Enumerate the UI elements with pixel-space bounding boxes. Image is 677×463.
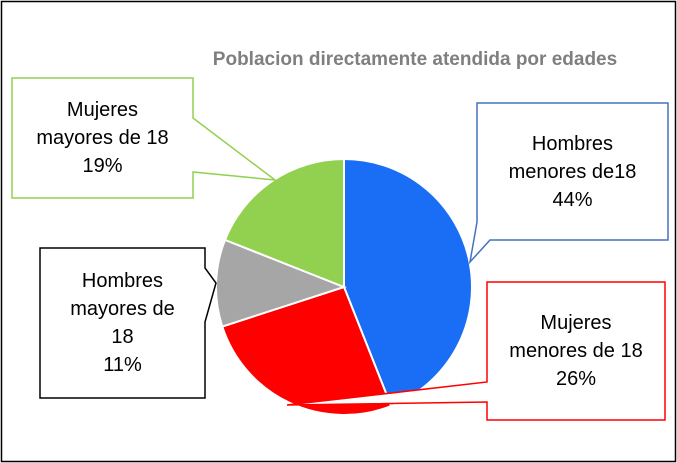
- data-label: Hombres menores de18 44%: [477, 103, 668, 240]
- data-label: Mujeres mayores de 18 19%: [12, 78, 193, 198]
- label-value: 19%: [82, 155, 123, 177]
- label-name: Mujeres mayores de 18: [36, 99, 169, 149]
- callout: [39, 247, 217, 399]
- data-label: Hombres mayores de 18 11%: [40, 248, 205, 398]
- label-value: 44%: [552, 188, 593, 211]
- label-name: Mujeres menores de 18: [509, 312, 643, 362]
- label-name: Hombres mayores de 18: [70, 270, 175, 348]
- pie-slice: [221, 285, 393, 416]
- callout: [468, 102, 669, 265]
- data-label: Mujeres menores de 18 26%: [487, 282, 665, 420]
- callout: [11, 77, 278, 199]
- pie: [215, 157, 473, 416]
- label-value: 11%: [103, 354, 142, 376]
- chart-title: Poblacion directamente atendida por edad…: [212, 49, 618, 70]
- label-name: Hombres menores de18: [508, 132, 637, 183]
- pie-slice: [223, 157, 345, 289]
- callout: [286, 281, 666, 421]
- label-value: 26%: [555, 368, 597, 390]
